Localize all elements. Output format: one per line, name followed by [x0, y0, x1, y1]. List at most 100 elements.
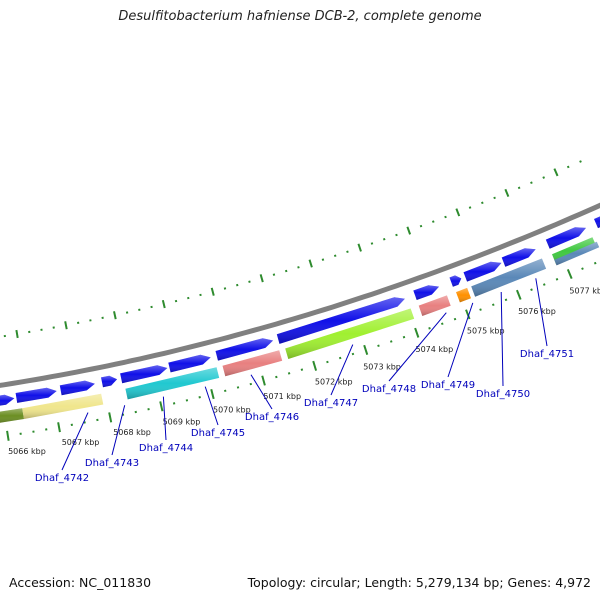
outer-tick — [530, 181, 533, 185]
cog-gene-shading — [0, 408, 24, 423]
map-title: Desulfitobacterium hafniense DCB-2, comp… — [118, 9, 482, 24]
inner-tick — [491, 303, 495, 307]
inner-tick — [159, 401, 164, 412]
inner-tick — [453, 317, 457, 321]
kbp-label: 5069 kbp — [163, 417, 201, 426]
inner-tick — [389, 340, 393, 343]
genome-summary-text: Topology: circular; Length: 5,279,134 bp… — [247, 575, 591, 590]
kbp-scale-labels: 5066 kbp 5067 kbp 5068 kbp 5069 kbp 5070 kbp… — [8, 286, 600, 456]
gene-labels: Dhaf_4742Dhaf_4743Dhaf_4744Dhaf_4745Dhaf… — [35, 278, 574, 484]
outer-tick — [308, 259, 313, 268]
cog-gene-shading — [22, 393, 104, 419]
cog-gene-shading — [456, 287, 471, 303]
cds-gene-shading — [449, 275, 462, 287]
outer-tick — [357, 243, 362, 252]
inner-tick — [351, 352, 355, 356]
kbp-label: 5066 kbp — [8, 447, 46, 456]
kbp-label: 5071 kbp — [263, 392, 301, 401]
gene-label-leader — [330, 344, 354, 396]
outer-tick — [284, 269, 288, 273]
outer-tick — [235, 283, 239, 287]
gene-label: Dhaf_4743 — [85, 458, 139, 469]
inner-tick — [542, 283, 546, 286]
cds-gene-shading — [545, 227, 586, 249]
gene-label: Dhaf_4746 — [245, 412, 299, 423]
cog-gene-shading — [125, 367, 220, 400]
outer-tick — [419, 224, 423, 228]
inner-tick — [428, 327, 431, 330]
cds-gene-shading — [168, 354, 211, 373]
inner-tick — [108, 412, 113, 423]
gene-label-leader — [447, 302, 474, 378]
outer-tick — [382, 237, 386, 241]
outer-tick — [406, 226, 412, 235]
kbp-label: 5075 kbp — [467, 327, 505, 336]
inner-tick — [555, 278, 559, 281]
outer-tick — [579, 160, 582, 163]
kbp-label: 5077 kbp — [569, 286, 600, 295]
inner-tick-ring — [6, 261, 597, 441]
inner-tick — [275, 375, 278, 379]
outer-tick — [493, 196, 496, 200]
cog-track — [0, 237, 600, 423]
inner-tick — [300, 368, 304, 371]
inner-tick — [363, 344, 369, 355]
gene-label-leader — [162, 396, 167, 441]
outer-tick — [223, 287, 227, 290]
gene-label-leader — [535, 278, 548, 347]
gene-label: Dhaf_4751 — [520, 349, 574, 360]
inner-tick — [414, 327, 420, 338]
cog-gene-shading — [554, 241, 600, 266]
outer-tick — [161, 299, 166, 309]
cds-gene-shading — [120, 365, 168, 384]
cds-gene-shading — [101, 375, 118, 388]
gene-label-leader — [250, 374, 273, 410]
outer-tick — [444, 215, 447, 219]
inner-tick — [593, 261, 597, 265]
outer-tick — [431, 220, 435, 223]
inner-tick — [530, 288, 533, 292]
inner-tick — [6, 430, 10, 441]
inner-tick — [516, 289, 522, 300]
gene-label: Dhaf_4749 — [421, 380, 475, 391]
gene-label-leader — [500, 291, 504, 387]
kbp-label: 5076 kbp — [518, 307, 556, 316]
inner-tick — [377, 344, 380, 348]
outer-tick — [113, 311, 117, 320]
cds-gene-shading — [413, 285, 440, 300]
cds-gene-shading — [0, 394, 15, 406]
kbp-label: 5068 kbp — [113, 428, 151, 437]
cds-gene-shading — [215, 338, 274, 361]
gene-label: Dhaf_4750 — [476, 389, 530, 400]
kbp-label: 5073 kbp — [363, 363, 401, 372]
outer-tick — [333, 254, 337, 257]
gene-label-leader — [204, 386, 219, 426]
outer-tick — [321, 258, 325, 261]
outer-tick — [272, 273, 276, 276]
outer-tick — [15, 329, 19, 339]
inner-tick — [338, 356, 342, 360]
inner-tick — [504, 298, 508, 302]
outer-tick-ring — [3, 160, 582, 339]
cds-gene-shading — [463, 261, 502, 282]
accession-text: Accession: NC_011830 — [9, 575, 152, 590]
gene-label-leader — [388, 312, 447, 382]
outer-tick — [504, 188, 510, 197]
backbone-line — [0, 202, 600, 388]
inner-tick — [465, 309, 471, 320]
inner-tick — [479, 308, 482, 311]
cog-gene-shading — [471, 258, 547, 297]
outer-tick — [517, 186, 521, 190]
gene-label-leader — [61, 412, 89, 471]
inner-tick — [57, 422, 61, 433]
inner-tick — [261, 375, 266, 386]
outer-tick — [395, 233, 398, 237]
cog-gene-shading — [285, 308, 415, 359]
kbp-label: 5072 kbp — [315, 377, 353, 386]
gene-label: Dhaf_4742 — [35, 473, 89, 484]
cds-track — [0, 216, 600, 406]
kbp-label: 5070 kbp — [213, 405, 251, 414]
inner-tick — [440, 322, 444, 326]
cog-gene-shading — [222, 350, 283, 377]
